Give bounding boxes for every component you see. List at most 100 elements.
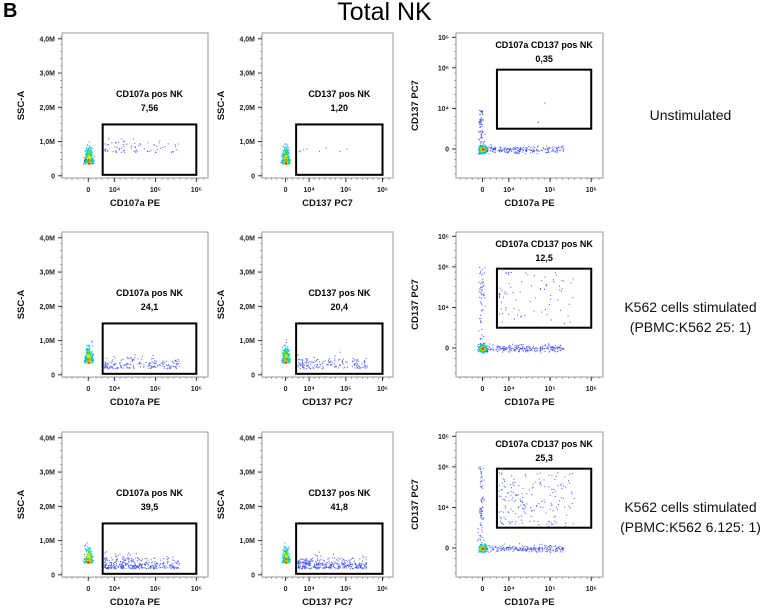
event-dot bbox=[86, 152, 89, 154]
event-dot bbox=[88, 344, 90, 346]
event-dot bbox=[88, 555, 90, 557]
event-dot bbox=[479, 142, 481, 144]
event-dot bbox=[483, 151, 485, 153]
event-dot bbox=[115, 362, 117, 364]
event-dot bbox=[89, 158, 91, 160]
event-dot bbox=[480, 148, 482, 150]
x-tick-label: 10⁴ bbox=[503, 386, 515, 393]
event-dot bbox=[481, 289, 483, 291]
event-dot bbox=[535, 297, 537, 299]
event-dot bbox=[116, 367, 119, 369]
event-dot bbox=[282, 355, 285, 357]
event-dot bbox=[549, 294, 551, 296]
y-tick-label: 10⁶ bbox=[438, 234, 449, 241]
event-dot bbox=[489, 346, 491, 348]
event-dot bbox=[535, 149, 537, 151]
event-dot bbox=[480, 318, 482, 320]
event-dot bbox=[131, 564, 133, 566]
event-dot bbox=[89, 360, 91, 363]
event-dot bbox=[86, 348, 88, 350]
event-dot bbox=[510, 349, 512, 351]
gate-rectangle[interactable] bbox=[495, 267, 593, 329]
event-dot bbox=[91, 160, 93, 162]
event-dot bbox=[129, 363, 131, 365]
event-dot bbox=[507, 272, 509, 274]
event-dot bbox=[482, 120, 484, 122]
event-dot bbox=[300, 364, 302, 367]
event-dot bbox=[526, 147, 528, 149]
event-dot bbox=[119, 147, 121, 150]
gate-rectangle[interactable] bbox=[101, 322, 198, 375]
event-dot bbox=[119, 364, 122, 367]
event-dot bbox=[506, 151, 508, 153]
event-dot bbox=[519, 347, 521, 349]
gate-rectangle[interactable] bbox=[101, 123, 198, 176]
event-dot bbox=[479, 296, 481, 299]
event-dot bbox=[322, 362, 324, 364]
event-dot bbox=[288, 152, 290, 154]
gate-rectangle[interactable] bbox=[495, 68, 593, 130]
event-dot bbox=[287, 163, 289, 165]
event-dot bbox=[285, 157, 287, 159]
event-dot bbox=[171, 365, 173, 367]
event-dot bbox=[554, 272, 557, 274]
event-dot bbox=[86, 344, 88, 346]
event-dot bbox=[364, 365, 366, 367]
event-dot bbox=[560, 290, 563, 292]
event-dot bbox=[521, 148, 523, 150]
x-tick-label: 0 bbox=[481, 386, 485, 393]
event-dot bbox=[87, 549, 89, 551]
event-dot bbox=[175, 363, 177, 365]
event-dot bbox=[287, 361, 290, 363]
event-dot bbox=[356, 360, 358, 362]
event-dot bbox=[481, 111, 483, 113]
event-dot bbox=[542, 147, 544, 149]
event-dot bbox=[533, 275, 535, 277]
event-dot bbox=[82, 163, 85, 165]
event-dot bbox=[86, 148, 88, 150]
event-dot bbox=[89, 356, 91, 358]
event-dot bbox=[483, 152, 485, 155]
event-dot bbox=[342, 363, 344, 365]
event-dot bbox=[163, 361, 165, 363]
event-dot bbox=[88, 360, 90, 362]
event-dot bbox=[552, 149, 554, 151]
event-dot bbox=[92, 559, 94, 562]
event-dot bbox=[481, 110, 483, 113]
event-dot bbox=[480, 152, 482, 154]
event-dot bbox=[547, 148, 549, 150]
event-dot bbox=[482, 142, 484, 144]
event-dot bbox=[516, 152, 518, 154]
event-dot bbox=[537, 149, 539, 151]
event-dot bbox=[106, 364, 108, 366]
event-dot bbox=[555, 148, 557, 150]
event-dot bbox=[297, 366, 299, 368]
event-dot bbox=[110, 566, 112, 568]
event-dot bbox=[85, 163, 87, 165]
event-dot bbox=[286, 159, 289, 161]
event-dot bbox=[542, 345, 544, 347]
event-dot bbox=[482, 146, 484, 148]
event-dot bbox=[541, 311, 543, 313]
event-dot bbox=[509, 149, 511, 151]
event-dot bbox=[153, 144, 155, 146]
condition-line: Unstimulated bbox=[649, 107, 732, 123]
gate-rectangle[interactable] bbox=[295, 123, 384, 176]
event-dot bbox=[147, 559, 149, 561]
event-dot bbox=[492, 344, 494, 346]
event-dot bbox=[479, 292, 481, 294]
event-dot bbox=[288, 156, 290, 158]
event-dot bbox=[120, 365, 123, 367]
event-dot bbox=[172, 556, 174, 558]
event-dot bbox=[89, 548, 91, 550]
gate-rectangle[interactable] bbox=[295, 322, 384, 375]
event-dot bbox=[288, 162, 290, 164]
event-dot bbox=[514, 346, 516, 348]
event-dot bbox=[282, 352, 284, 354]
event-dot bbox=[131, 145, 133, 147]
event-dot bbox=[283, 159, 286, 161]
event-dot bbox=[283, 157, 285, 159]
event-dot bbox=[90, 163, 92, 165]
event-dot bbox=[499, 346, 501, 348]
